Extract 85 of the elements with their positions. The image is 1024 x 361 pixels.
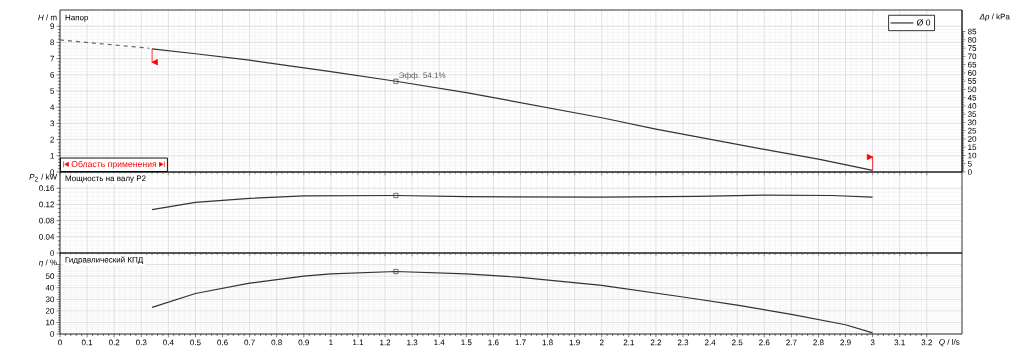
- x-tick-label: 0.5: [190, 339, 201, 346]
- x-tick-label: 2.8: [813, 339, 824, 346]
- x-tick-label: 0.3: [136, 339, 147, 346]
- y2-tick-label: 35: [967, 111, 977, 118]
- chart-title: Мощность на валу P2: [65, 175, 146, 183]
- y-tick-label: 50: [45, 273, 55, 279]
- y2-tick-label: 65: [968, 61, 977, 68]
- x-tick-label: 2.3: [677, 339, 689, 346]
- y2-tick-label: 5: [967, 160, 972, 167]
- x-tick-label: 1.3: [407, 339, 418, 346]
- y-axis-title: η / %: [38, 259, 57, 267]
- x-tick-label: 0.6: [217, 339, 228, 346]
- x-tick-label: 0.4: [163, 339, 174, 346]
- y2-tick-label: 80: [967, 37, 977, 43]
- y-tick-label: 9: [50, 23, 55, 30]
- x-tick-label: 2.5: [732, 339, 743, 346]
- y-tick-label: 7: [50, 55, 55, 62]
- y2-axis-title: Δp / kPa: [979, 13, 1010, 22]
- x-tick-label: 0: [58, 339, 62, 346]
- y-tick-label: 1: [50, 153, 55, 159]
- line-series: [151, 270, 874, 334]
- y-tick-label: 30: [45, 296, 55, 303]
- x-tick-label: 2.2: [650, 339, 662, 346]
- x-tick-label: 3: [870, 339, 875, 346]
- y2-tick-label: 45: [967, 94, 977, 101]
- x-tick-label: 1.5: [461, 339, 472, 346]
- y-tick-label: 0: [50, 169, 55, 175]
- x-tick-label: 0.7: [244, 339, 255, 346]
- x-tick-label: 1.1: [353, 339, 364, 346]
- y2-tick-label: 40: [967, 103, 977, 109]
- y-tick-label: 2: [50, 136, 55, 143]
- y-tick-label: 0.12: [39, 201, 55, 208]
- y2-tick-label: 70: [968, 53, 977, 60]
- y2-tick-label: 30: [967, 119, 977, 126]
- y-tick-label: 5: [50, 88, 55, 94]
- x-tick-label: 0.9: [298, 339, 309, 346]
- line-series: [151, 194, 874, 211]
- x-tick-label: 1.4: [434, 339, 445, 346]
- y2-tick-label: 20: [968, 136, 977, 142]
- y2-tick-label: 75: [968, 45, 977, 51]
- x-tick-label: 3.2: [921, 339, 932, 346]
- text: Напор: [65, 14, 89, 22]
- x-tick-label: 1.6: [488, 339, 499, 346]
- y-tick-label: 4: [50, 104, 55, 110]
- x-tick-label: 1.7: [515, 339, 526, 346]
- x-tick-label: 1.2: [380, 339, 391, 346]
- y2-tick-label: 60: [968, 70, 977, 76]
- x-tick-label: 2.9: [840, 339, 851, 346]
- annotation: Эфф. 54.1%: [399, 72, 446, 80]
- y-tick-label: 8: [50, 39, 55, 46]
- y2-tick-label: 15: [968, 144, 977, 151]
- legend-label: Ø 0: [916, 19, 931, 26]
- y-tick-label: 0.04: [39, 233, 55, 240]
- y2-tick-label: 50: [967, 86, 977, 93]
- x-axis-title: Q / l/s: [939, 338, 960, 347]
- y2-tick-label: 55: [967, 78, 977, 84]
- y2-tick-label: 0: [967, 169, 972, 175]
- x-tick-label: 2: [599, 339, 604, 346]
- y-axis-title: H / m: [38, 14, 57, 21]
- x-tick-label: 2.4: [704, 339, 716, 346]
- y-tick-label: 40: [45, 284, 55, 291]
- y-tick-label: 10: [46, 319, 55, 326]
- y-tick-label: 0.16: [39, 185, 55, 192]
- y-tick-label: 20: [45, 308, 55, 314]
- x-tick-label: 0.2: [108, 339, 120, 346]
- y2-tick-label: 85: [967, 28, 977, 35]
- x-tick-label: 2.1: [623, 339, 634, 346]
- y2-tick-label: 25: [968, 127, 977, 134]
- chart-title: Гидравлический КПД: [65, 256, 144, 265]
- y-axis-title: P$_{2}$ / kW: [29, 173, 58, 182]
- y2-tick-label: 10: [968, 152, 977, 159]
- x-tick-label: 2.6: [759, 339, 770, 346]
- x-tick-label: 1: [329, 339, 333, 346]
- annotation: Область применения: [71, 160, 157, 169]
- y-tick-label: 3: [50, 120, 55, 127]
- x-tick-label: 1.9: [569, 339, 580, 346]
- x-tick-label: 2.7: [786, 339, 797, 346]
- x-tick-label: 0.1: [81, 339, 93, 346]
- y-tick-label: 0.08: [39, 217, 55, 224]
- x-tick-label: 1.8: [542, 339, 553, 346]
- y-tick-label: 0: [50, 250, 55, 256]
- x-tick-label: 0.8: [271, 339, 282, 346]
- y-tick-label: 0: [50, 331, 55, 337]
- y-tick-label: 6: [50, 71, 55, 78]
- x-tick-label: 3.1: [894, 339, 905, 346]
